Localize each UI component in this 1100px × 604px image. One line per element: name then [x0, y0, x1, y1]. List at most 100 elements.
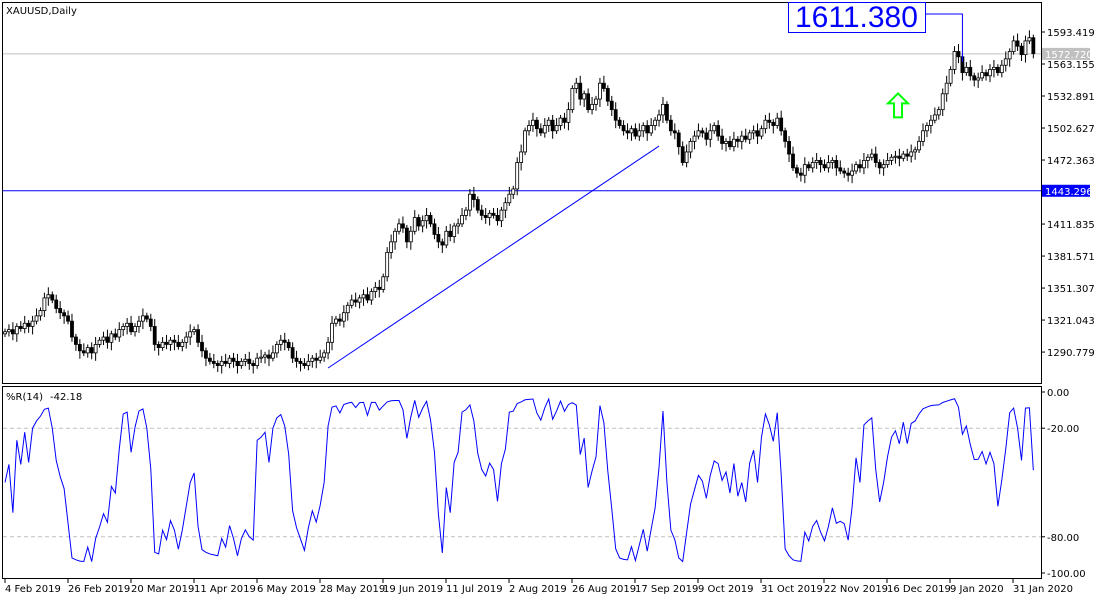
- candle: [89, 347, 94, 354]
- candle: [26, 322, 31, 327]
- candle: [334, 318, 338, 324]
- candle: [38, 310, 43, 317]
- candle: [18, 326, 23, 329]
- candle: [992, 66, 996, 70]
- candle: [775, 117, 780, 126]
- candle: [144, 315, 149, 320]
- candle: [54, 299, 59, 309]
- candle: [160, 341, 165, 349]
- candle: [93, 344, 98, 354]
- candle: [700, 130, 705, 134]
- trendline: [327, 145, 660, 369]
- candle: [369, 291, 374, 301]
- candle: [672, 130, 677, 134]
- candle: [905, 153, 910, 157]
- candle: [1027, 37, 1032, 42]
- candle: [235, 360, 240, 366]
- candle: [617, 119, 622, 126]
- candle: [164, 341, 169, 345]
- main-panel[interactable]: [2, 2, 1042, 384]
- candle: [294, 357, 299, 362]
- date-tick-label: 19 Jun 2019: [383, 584, 443, 595]
- candle: [211, 360, 216, 364]
- candle: [468, 193, 472, 211]
- candle: [507, 193, 512, 204]
- candle: [830, 160, 835, 163]
- price-tick-label: 1321.043: [1047, 316, 1095, 327]
- candle: [286, 341, 291, 349]
- chart-title: XAUUSD,Daily: [6, 6, 77, 17]
- candle: [464, 209, 468, 216]
- candle: [322, 352, 327, 358]
- candle: [621, 125, 626, 132]
- candle: [605, 88, 610, 102]
- candle: [326, 341, 330, 354]
- candle: [397, 223, 401, 232]
- candle: [897, 155, 902, 159]
- candle: [196, 329, 200, 343]
- candle: [653, 119, 657, 126]
- current-price-badge: [1042, 47, 1090, 60]
- candle: [231, 357, 236, 362]
- candle: [129, 322, 133, 333]
- candle: [306, 360, 311, 366]
- candle: [50, 294, 55, 301]
- indicator-panel[interactable]: [2, 386, 1042, 579]
- indicator-name: %R(14): [6, 392, 43, 403]
- candle: [869, 153, 874, 158]
- candle: [735, 138, 740, 142]
- williams-r-line: [4, 397, 1034, 563]
- candle: [278, 339, 283, 345]
- candle: [999, 64, 1004, 74]
- candle: [251, 363, 256, 366]
- candle: [247, 358, 252, 364]
- candle: [432, 223, 437, 235]
- up-arrow-icon: [885, 92, 911, 119]
- candle: [66, 315, 70, 322]
- candle: [637, 130, 642, 137]
- candle: [842, 170, 847, 174]
- date-tick-label: 11 Apr 2019: [194, 584, 256, 595]
- candle: [747, 132, 752, 140]
- candle: [582, 93, 587, 100]
- candle: [404, 227, 409, 243]
- candle: [121, 326, 126, 331]
- candle: [645, 125, 650, 134]
- price-tick-label: 1290.779: [1047, 348, 1095, 359]
- price-tick-label: 1563.155: [1047, 60, 1095, 71]
- candle: [684, 151, 689, 163]
- candle: [956, 51, 961, 58]
- annotation-connector: [925, 13, 963, 63]
- date-tick-label: 31 Oct 2019: [761, 584, 823, 595]
- candle: [156, 344, 161, 349]
- candle: [479, 209, 484, 216]
- candle: [219, 360, 224, 366]
- candle: [200, 341, 204, 352]
- candle: [357, 297, 362, 303]
- candle: [148, 318, 153, 327]
- price-tick-label: 1472.363: [1047, 156, 1095, 167]
- candle: [609, 100, 614, 111]
- candle: [558, 117, 563, 126]
- candle: [77, 344, 82, 352]
- price-tick-label: 1593.419: [1047, 28, 1095, 39]
- price-annotation[interactable]: 1611.380: [788, 1, 926, 34]
- candle: [720, 135, 724, 144]
- candle: [952, 51, 957, 70]
- candle: [550, 119, 555, 132]
- candle: [858, 164, 862, 169]
- candle: [846, 172, 851, 176]
- candle: [101, 336, 106, 341]
- candle: [1003, 58, 1008, 66]
- candle: [862, 160, 866, 169]
- candle: [353, 299, 358, 303]
- candle: [531, 119, 535, 126]
- candle: [704, 132, 709, 140]
- candle: [976, 77, 981, 81]
- candle: [125, 322, 130, 327]
- candle: [732, 138, 736, 148]
- price-tick-label: 1532.891: [1047, 92, 1095, 103]
- price-tick-label: 1411.835: [1047, 220, 1095, 231]
- candle: [814, 160, 819, 163]
